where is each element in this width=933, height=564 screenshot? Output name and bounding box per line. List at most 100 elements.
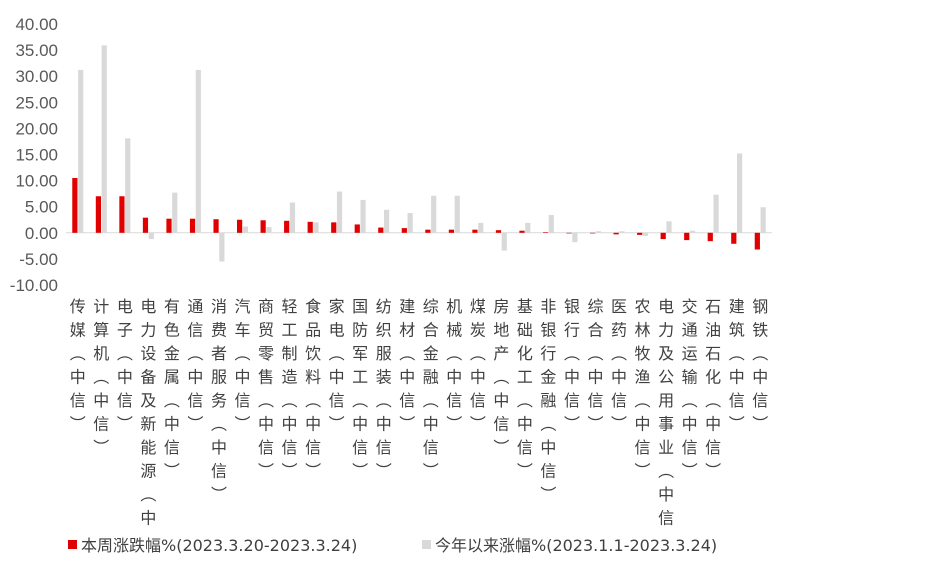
bar-ytd <box>689 230 696 233</box>
bar-weekly <box>754 232 760 250</box>
x-tick-label: 计算机︵中信︶ <box>93 297 109 457</box>
bar-chart: 40.00 35.00 30.00 25.00 20.00 15.00 10.00 5.00 0… <box>10 15 772 530</box>
x-tick-label: 纺织服装︵中信︶ <box>376 297 392 481</box>
x-tick-label: 家电︵中信︶ <box>329 297 345 434</box>
x-tick-label: 汽车︵中信︶ <box>234 297 250 434</box>
x-tick-label: 电力设备及新能源︵中信︶ <box>140 297 156 530</box>
x-tick-label: 基础化工︵中信︶ <box>517 297 533 481</box>
bar-ytd <box>760 207 766 233</box>
legend-label-weekly: 本周涨跌幅%(2023.3.20-2023.3.24) <box>81 536 358 555</box>
bar-ytd <box>454 195 460 233</box>
legend-label-ytd: 今年以来涨幅%(2023.1.1-2023.3.24) <box>435 536 718 555</box>
bar-ytd <box>336 191 343 233</box>
bar-weekly <box>542 232 549 233</box>
bar-ytd <box>219 232 225 262</box>
bar-ytd <box>501 232 507 251</box>
bar-ytd <box>266 227 272 233</box>
bar-weekly <box>660 232 666 240</box>
legend-item-ytd: 今年以来涨幅%(2023.1.1-2023.3.24) <box>422 533 717 555</box>
x-tick-label: 商贸零售︵中信︶ <box>258 297 274 481</box>
x-tick-label: 国防军工︵中信︶ <box>352 297 368 481</box>
y-tick-label: -10.00 <box>10 276 58 295</box>
bar-weekly <box>284 220 290 233</box>
y-tick-label: 40.00 <box>15 15 58 34</box>
x-tick-label: 石油石化︵中信︶ <box>705 297 721 481</box>
bar-weekly <box>401 228 407 233</box>
bar-ytd <box>101 45 107 233</box>
y-tick-label: 15.00 <box>15 146 58 165</box>
bar-weekly <box>237 219 243 233</box>
y-tick-label: 0.00 <box>25 224 58 243</box>
bar-weekly <box>119 196 125 233</box>
bar-ytd <box>78 69 84 233</box>
y-tick-label: 25.00 <box>15 93 58 112</box>
bar-weekly <box>72 177 78 233</box>
bar-weekly <box>307 221 313 233</box>
x-tick-label: 机械︵中信︶ <box>446 297 462 434</box>
bar-ytd <box>713 194 719 233</box>
bar-weekly <box>213 219 219 233</box>
x-tick-label: 消费者服务︵中信︶ <box>211 297 227 504</box>
x-tick-label: 非银行金融︵中信︶ <box>540 297 556 504</box>
x-tick-label: 煤炭︵中信︶ <box>470 297 486 434</box>
bar-ytd <box>642 232 649 236</box>
x-tick-label: 建筑︵中信︶ <box>729 297 745 434</box>
bar-ytd <box>548 215 554 233</box>
bar-weekly <box>354 224 360 233</box>
x-tick-label: 交通运输︵中信︶ <box>682 297 698 481</box>
bar-weekly <box>95 196 101 233</box>
x-tick-label: 钢铁︵中信︶ <box>752 297 768 434</box>
bar-weekly <box>425 229 431 233</box>
bar-weekly <box>519 230 525 233</box>
x-tick-label: 食品饮料︵中信︶ <box>305 297 321 481</box>
bar-ytd <box>619 231 625 233</box>
x-tick-label: 电子︵中信︶ <box>117 297 133 434</box>
bar-weekly <box>142 217 149 233</box>
y-tick-label: 30.00 <box>15 67 58 86</box>
bar-weekly <box>707 232 713 242</box>
x-tick-label: 电力及公用事业︵中信︶ <box>658 297 674 530</box>
bar-ytd <box>384 209 390 233</box>
y-tick-label: 35.00 <box>15 41 58 60</box>
bar-weekly <box>260 220 266 233</box>
y-tick-label: 10.00 <box>15 172 58 191</box>
x-tick-label: 传媒︵中信︶ <box>70 297 86 434</box>
bar-weekly <box>448 229 454 233</box>
bar-ytd <box>478 222 484 233</box>
bar-ytd <box>737 153 743 233</box>
x-tick-label: 综合︵中信︶ <box>587 297 603 434</box>
bar-weekly <box>613 232 619 235</box>
y-tick-label: 5.00 <box>25 198 58 217</box>
bar-weekly <box>166 218 172 233</box>
y-tick-label: 20.00 <box>15 119 58 138</box>
bar-weekly <box>731 232 737 244</box>
bar-ytd <box>525 222 531 233</box>
bar-ytd <box>125 138 131 233</box>
x-tick-label: 建材︵中信︶ <box>399 297 415 434</box>
bar-ytd <box>595 231 601 233</box>
bar-ytd <box>572 232 578 243</box>
x-tick-label: 银行︵中信︶ <box>564 297 580 434</box>
legend-swatch-weekly <box>68 539 77 549</box>
y-tick-label: -5.00 <box>19 250 58 269</box>
x-tick-label: 轻工制造︵中信︶ <box>282 297 298 481</box>
bar-weekly <box>590 232 596 234</box>
bar-ytd <box>360 199 366 233</box>
bar-weekly <box>684 232 690 241</box>
legend-item-weekly: 本周涨跌幅%(2023.3.20-2023.3.24) <box>68 533 357 555</box>
bar-weekly <box>331 222 337 233</box>
x-tick-label: 通信︵中信︶ <box>187 297 203 434</box>
bar-ytd <box>242 226 248 233</box>
bar-weekly <box>566 232 572 234</box>
bar-ytd <box>148 232 154 240</box>
bar-ytd <box>313 222 319 233</box>
x-tick-label: 房地产︵中信︶ <box>493 297 509 457</box>
x-tick-label: 有色金属︵中信︶ <box>164 297 180 481</box>
bar-ytd <box>195 69 201 233</box>
bar-ytd <box>289 202 296 233</box>
bar-weekly <box>189 218 196 233</box>
bar-weekly <box>637 232 643 235</box>
bar-weekly <box>472 229 478 233</box>
bar-ytd <box>666 221 672 233</box>
legend-swatch-ytd <box>422 539 431 549</box>
